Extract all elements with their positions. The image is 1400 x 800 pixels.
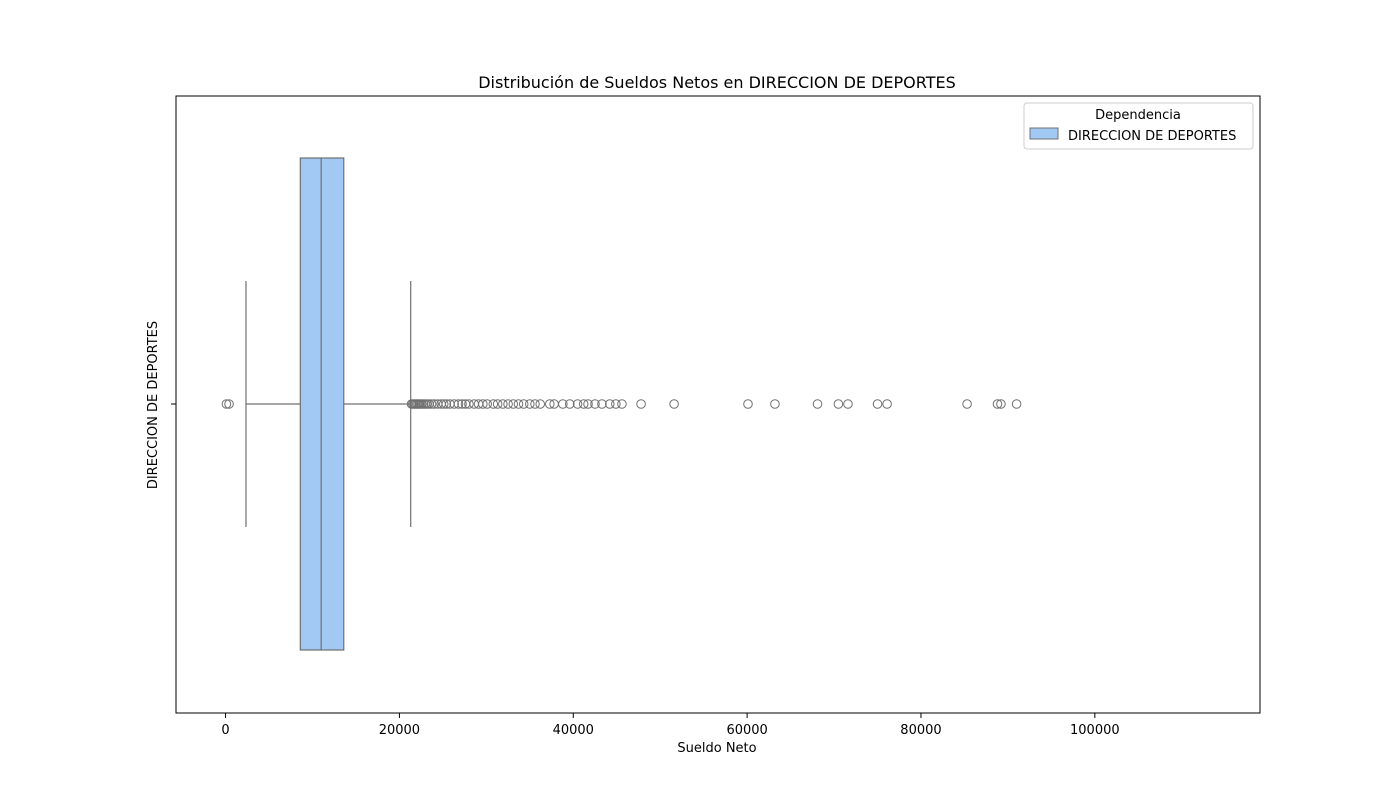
outlier-point	[530, 399, 540, 409]
outlier-point	[535, 399, 546, 409]
iqr-box	[299, 157, 345, 651]
outlier-point	[544, 399, 555, 409]
outlier-point	[221, 399, 232, 409]
outlier-point	[449, 399, 459, 409]
outlier-point	[669, 399, 679, 409]
outlier-point	[426, 399, 437, 409]
x-tick-label: 100000	[1070, 723, 1120, 738]
x-tick-label: 20000	[379, 723, 420, 738]
y-axis-label: DIRECCION DE DEPORTES	[146, 321, 161, 489]
outlier-point	[812, 399, 823, 409]
outlier-point	[513, 399, 524, 409]
legend-swatch	[1029, 127, 1059, 140]
legend-entry-label: DIRECCION DE DEPORTES	[1068, 129, 1236, 144]
outlier-point	[503, 399, 513, 409]
outlier-point	[564, 399, 575, 409]
outlier-point	[962, 399, 972, 409]
outlier-point	[743, 399, 753, 409]
outlier-point	[597, 399, 607, 409]
outlier-point	[482, 399, 493, 409]
outlier-point	[429, 399, 439, 409]
chart-title: Distribución de Sueldos Netos en DIRECCI…	[478, 73, 956, 92]
outlier-point	[492, 399, 503, 409]
outlier-point	[438, 399, 449, 409]
outlier-point	[441, 399, 452, 409]
x-tick-label: 80000	[900, 723, 941, 738]
outlier-point	[488, 399, 499, 409]
outlier-point	[992, 399, 1003, 409]
outlier-point	[843, 399, 853, 409]
x-tick-label: 0	[221, 723, 229, 738]
outlier-point	[617, 399, 627, 409]
x-tick-label: 60000	[726, 723, 767, 738]
outlier-point	[498, 399, 508, 409]
outlier-point	[578, 399, 589, 409]
outlier-point	[833, 399, 844, 409]
outlier-point	[590, 399, 600, 409]
legend-title: Dependencia	[1095, 108, 1181, 123]
outlier-point	[478, 399, 488, 409]
outlier-point	[1011, 399, 1022, 409]
outlier-point	[558, 399, 568, 409]
legend: Dependencia DIRECCION DE DEPORTES	[1023, 102, 1254, 150]
x-tick-label: 40000	[553, 723, 594, 738]
outlier-point	[518, 399, 529, 409]
outlier-point	[457, 399, 467, 409]
box-series-group	[221, 157, 1022, 651]
outlier-point	[572, 399, 583, 409]
outlier-point	[770, 399, 780, 409]
outlier-point	[464, 399, 474, 409]
outlier-point	[872, 399, 883, 409]
outlier-point	[996, 399, 1006, 409]
x-axis-ticks: 0 20000 40000 60000 80000 100000	[221, 713, 1120, 738]
outlier-point	[583, 399, 593, 409]
outlier-point	[508, 399, 519, 409]
outlier-point	[524, 399, 535, 409]
outlier-point	[453, 399, 464, 409]
legend-frame	[1023, 102, 1254, 150]
outlier-point	[636, 399, 646, 409]
outlier-point	[882, 399, 892, 409]
outlier-point	[611, 399, 621, 409]
x-axis-label: Sueldo Neto	[677, 741, 756, 756]
outlier-point	[224, 399, 234, 409]
outlier-point	[604, 399, 615, 409]
